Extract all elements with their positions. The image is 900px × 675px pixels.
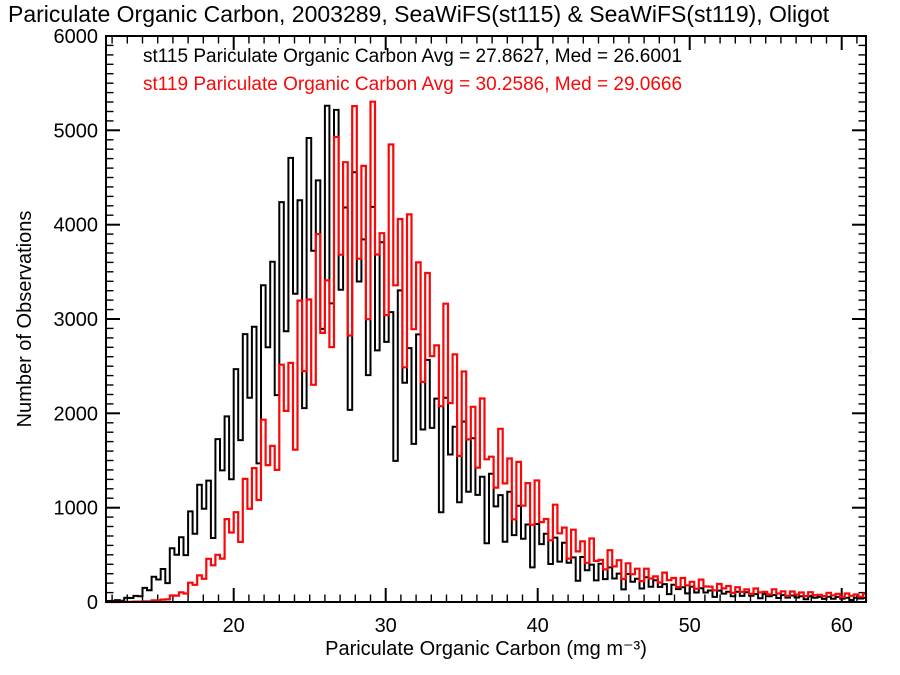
y-tick-label: 1000 xyxy=(54,498,99,520)
legend-st115: st115 Pariculate Organic Carbon Avg = 27… xyxy=(143,46,683,67)
x-tick-label: 20 xyxy=(223,615,245,637)
x-tick-label: 40 xyxy=(527,615,549,637)
x-axis-label: Pariculate Organic Carbon (mg m⁻³) xyxy=(325,638,647,660)
y-tick-label: 0 xyxy=(87,592,98,614)
y-tick-label: 6000 xyxy=(54,26,99,48)
x-tick-label: 30 xyxy=(375,615,397,637)
y-tick-label: 5000 xyxy=(54,120,99,142)
y-tick-label: 4000 xyxy=(54,215,99,237)
y-axis-label: Number of Observations xyxy=(14,210,36,428)
chart-title: Pariculate Organic Carbon, 2003289, SeaW… xyxy=(8,1,830,27)
x-tick-label: 50 xyxy=(679,615,701,637)
y-tick-label: 3000 xyxy=(54,309,99,331)
y-tick-label: 2000 xyxy=(54,403,99,425)
x-tick-label: 60 xyxy=(831,615,853,637)
legend-st119: st119 Pariculate Organic Carbon Avg = 30… xyxy=(143,74,683,95)
